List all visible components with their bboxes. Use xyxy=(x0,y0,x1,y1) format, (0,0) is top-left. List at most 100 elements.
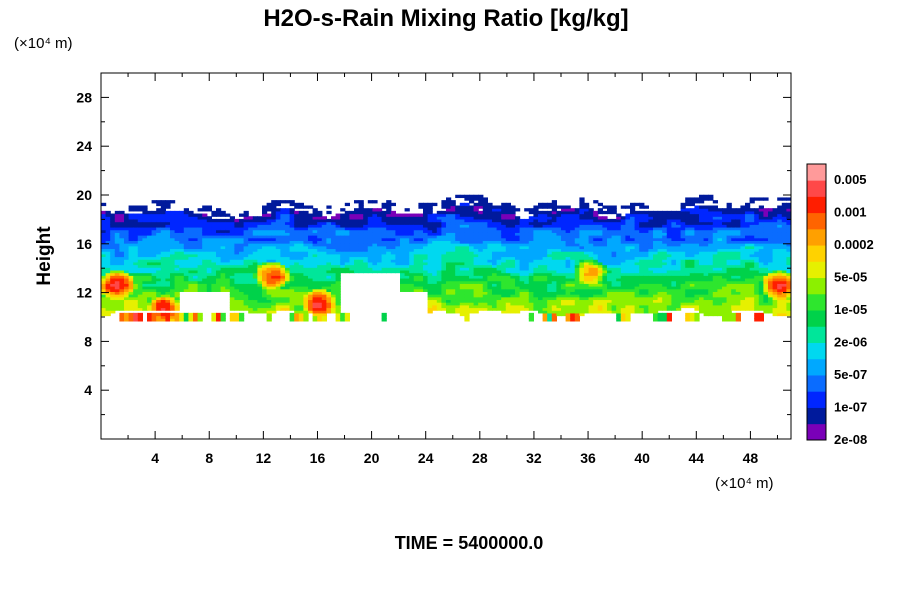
heatmap-cell xyxy=(630,224,636,228)
heatmap-cell xyxy=(588,232,594,236)
heatmap-cell xyxy=(607,264,613,268)
heatmap-cell xyxy=(156,251,162,255)
heatmap-cell xyxy=(105,261,111,266)
heatmap-cell xyxy=(556,267,562,271)
heatmap-cell xyxy=(547,235,553,239)
heatmap-cell xyxy=(266,235,272,239)
heatmap-cell xyxy=(584,216,590,220)
heatmap-cell xyxy=(643,296,649,301)
heatmap-cell xyxy=(505,283,511,287)
heatmap-cell xyxy=(271,226,277,231)
heatmap-cell xyxy=(271,269,277,274)
heatmap-cell xyxy=(101,294,107,298)
heatmap-cell xyxy=(367,235,373,239)
heatmap-cell xyxy=(478,304,484,309)
heatmap-cell xyxy=(487,304,493,309)
heatmap-cell xyxy=(528,288,534,292)
heatmap-cell xyxy=(220,288,226,292)
heatmap-cell xyxy=(142,275,148,279)
heatmap-cell xyxy=(620,310,626,314)
heatmap-cell xyxy=(699,261,705,266)
heatmap-cell xyxy=(344,229,350,233)
heatmap-cell xyxy=(243,304,249,309)
heatmap-cell xyxy=(473,213,479,217)
heatmap-cell xyxy=(105,251,111,255)
heatmap-cell xyxy=(193,275,199,279)
heatmap-cell xyxy=(400,264,406,268)
heatmap-cell xyxy=(496,261,502,266)
heatmap-cell xyxy=(105,259,111,263)
heatmap-cell xyxy=(611,299,617,303)
heatmap-cell xyxy=(574,221,580,225)
heatmap-cell xyxy=(689,210,695,215)
heatmap-cell xyxy=(459,286,465,290)
heatmap-cell xyxy=(243,224,249,228)
heatmap-cell xyxy=(409,226,415,231)
heatmap-cell xyxy=(418,243,424,247)
heatmap-cell xyxy=(441,294,447,298)
heatmap-cell xyxy=(538,229,544,233)
heatmap-cell xyxy=(533,291,539,295)
heatmap-cell xyxy=(625,226,631,231)
heatmap-cell xyxy=(225,232,231,236)
heatmap-cell xyxy=(639,226,645,231)
heatmap-cell xyxy=(680,240,686,244)
heatmap-cell xyxy=(312,315,318,319)
heatmap-cell xyxy=(607,256,613,260)
heatmap-cell xyxy=(271,213,277,217)
heatmap-cell xyxy=(478,194,484,199)
heatmap-cell xyxy=(703,245,709,250)
heatmap-cell xyxy=(133,294,139,298)
heatmap-cell xyxy=(294,272,300,276)
heatmap-cell xyxy=(473,216,479,220)
heatmap-cell xyxy=(133,245,139,250)
heatmap-cell xyxy=(266,286,272,290)
heatmap-cell xyxy=(234,251,240,255)
heatmap-cell xyxy=(574,245,580,250)
heatmap-cell xyxy=(505,307,511,311)
heatmap-cell xyxy=(262,213,268,217)
heatmap-cell xyxy=(528,315,534,319)
heatmap-cell xyxy=(423,232,429,236)
heatmap-cell xyxy=(492,218,498,223)
heatmap-cell xyxy=(243,272,249,276)
heatmap-cell xyxy=(202,213,208,217)
heatmap-cell xyxy=(505,248,511,252)
heatmap-cell xyxy=(216,280,222,284)
heatmap-cell xyxy=(634,291,640,295)
heatmap-cell xyxy=(271,288,277,292)
heatmap-cell xyxy=(197,280,203,284)
heatmap-cell xyxy=(565,261,571,266)
heatmap-cell xyxy=(597,302,603,306)
heatmap-cell xyxy=(128,226,134,231)
heatmap-cell xyxy=(225,272,231,276)
heatmap-cell xyxy=(473,288,479,292)
heatmap-cell xyxy=(455,283,461,287)
heatmap-cell xyxy=(584,208,590,212)
heatmap-cell xyxy=(289,216,295,220)
heatmap-cell xyxy=(193,318,199,322)
heatmap-cell xyxy=(312,243,318,247)
heatmap-cell xyxy=(183,275,189,279)
heatmap-cell xyxy=(363,253,369,258)
heatmap-cell xyxy=(657,243,663,247)
heatmap-cell xyxy=(547,310,553,314)
heatmap-cell xyxy=(630,229,636,233)
heatmap-cell xyxy=(280,275,286,279)
heatmap-cell xyxy=(703,261,709,266)
heatmap-cell xyxy=(482,245,488,250)
heatmap-cell xyxy=(119,272,125,276)
heatmap-cell xyxy=(423,259,429,263)
heatmap-cell xyxy=(335,218,341,223)
heatmap-cell xyxy=(625,224,631,228)
heatmap-cell xyxy=(574,229,580,233)
heatmap-cell xyxy=(220,286,226,290)
heatmap-cell xyxy=(340,251,346,255)
heatmap-cell xyxy=(183,253,189,258)
heatmap-cell xyxy=(459,288,465,292)
heatmap-cell xyxy=(634,245,640,250)
heatmap-cell xyxy=(680,267,686,271)
heatmap-cell xyxy=(639,243,645,247)
heatmap-cell xyxy=(303,296,309,301)
